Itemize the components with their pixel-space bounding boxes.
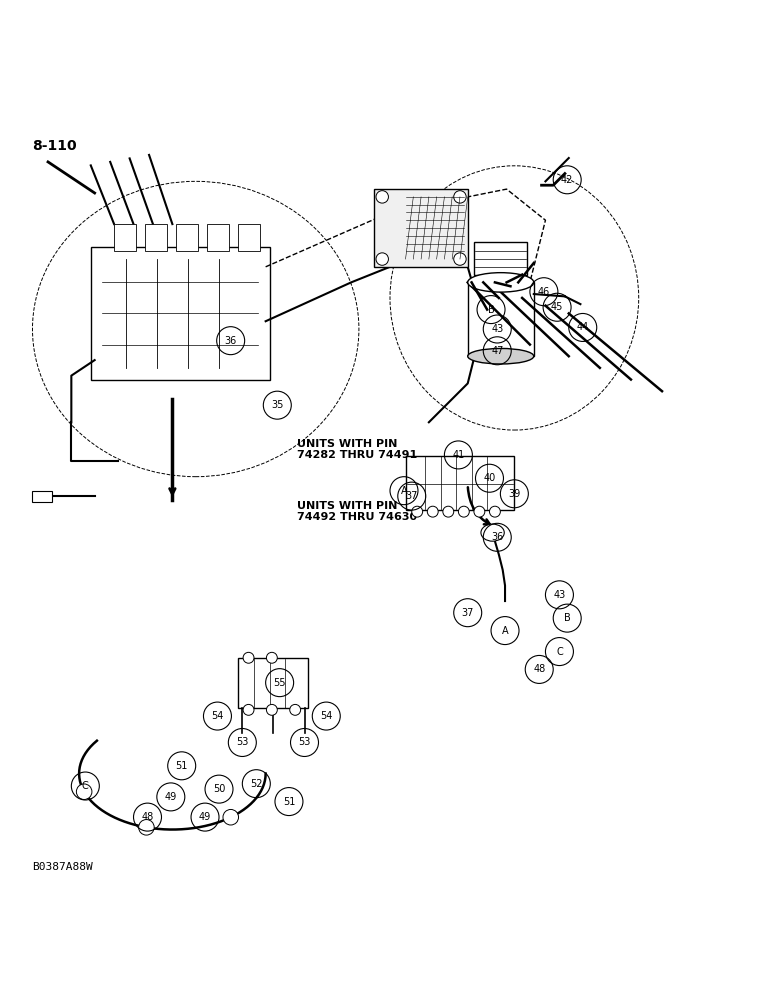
Circle shape: [223, 809, 239, 825]
Text: 37: 37: [462, 608, 474, 618]
Text: 52: 52: [250, 779, 263, 789]
Text: A: A: [502, 626, 509, 636]
Text: 50: 50: [213, 784, 225, 794]
Text: B0387A88W: B0387A88W: [33, 862, 94, 872]
Text: 55: 55: [273, 678, 286, 688]
Text: 43: 43: [491, 324, 503, 334]
Bar: [207, 224, 229, 251]
Circle shape: [443, 506, 454, 517]
Text: 39: 39: [509, 489, 520, 499]
Text: 41: 41: [452, 450, 465, 460]
Text: 49: 49: [165, 792, 177, 802]
Circle shape: [243, 704, 254, 715]
Text: 46: 46: [537, 287, 550, 297]
Circle shape: [454, 253, 466, 265]
Ellipse shape: [481, 524, 504, 541]
Text: 49: 49: [199, 812, 211, 822]
Circle shape: [427, 506, 438, 517]
Text: C: C: [556, 647, 563, 657]
Circle shape: [459, 506, 470, 517]
Circle shape: [376, 253, 388, 265]
Text: 51: 51: [176, 761, 188, 771]
Text: 37: 37: [406, 491, 418, 501]
Text: 36: 36: [225, 336, 237, 346]
Text: 45: 45: [551, 302, 563, 312]
FancyBboxPatch shape: [90, 247, 270, 380]
Bar: [239, 224, 261, 251]
Bar: [114, 224, 136, 251]
Ellipse shape: [468, 273, 534, 292]
Bar: [474, 242, 526, 275]
Circle shape: [376, 191, 388, 203]
Bar: [468, 282, 534, 356]
Text: 42: 42: [561, 175, 573, 185]
Circle shape: [243, 652, 254, 663]
Text: 48: 48: [533, 664, 545, 674]
Text: 48: 48: [141, 812, 154, 822]
Circle shape: [474, 506, 485, 517]
Text: 47: 47: [491, 346, 503, 356]
Text: UNITS WITH PIN
74282 THRU 74491: UNITS WITH PIN 74282 THRU 74491: [296, 439, 417, 460]
Text: 43: 43: [553, 590, 566, 600]
Text: 36: 36: [491, 532, 503, 542]
Ellipse shape: [468, 348, 534, 364]
Circle shape: [76, 784, 92, 799]
Bar: [239, 658, 308, 708]
Text: 53: 53: [236, 737, 249, 747]
Circle shape: [454, 191, 466, 203]
Text: A: A: [401, 486, 407, 496]
Text: B: B: [488, 305, 495, 315]
Bar: [406, 456, 514, 510]
Bar: [374, 189, 468, 267]
Text: 44: 44: [576, 322, 589, 332]
Bar: [176, 224, 198, 251]
Circle shape: [139, 820, 154, 835]
Text: 40: 40: [484, 473, 495, 483]
Bar: [145, 224, 167, 251]
Text: 35: 35: [271, 400, 283, 410]
Circle shape: [289, 704, 300, 715]
Circle shape: [412, 506, 423, 517]
Circle shape: [267, 652, 278, 663]
Bar: [33, 491, 52, 502]
Text: B: B: [564, 613, 571, 623]
Text: 54: 54: [320, 711, 332, 721]
Text: 54: 54: [211, 711, 224, 721]
Circle shape: [267, 704, 278, 715]
Circle shape: [490, 506, 500, 517]
Text: C: C: [82, 781, 89, 791]
Text: 53: 53: [298, 737, 310, 747]
Text: 8-110: 8-110: [33, 139, 77, 153]
Text: UNITS WITH PIN
74492 THRU 74630: UNITS WITH PIN 74492 THRU 74630: [296, 501, 417, 522]
Text: 51: 51: [283, 797, 295, 807]
